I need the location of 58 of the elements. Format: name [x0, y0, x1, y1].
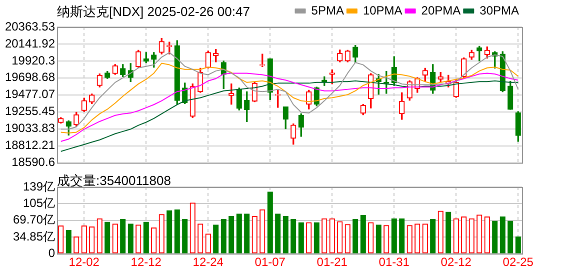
bar [220, 218, 226, 254]
y-tick-label: 19698.68 [4, 70, 56, 84]
bar [500, 216, 506, 254]
x-tick-label: 12-24 [192, 255, 224, 270]
x-tick-label: 01-07 [254, 255, 286, 270]
chart-title: 成交量:3540011808 [57, 172, 171, 190]
bar [143, 222, 149, 254]
y-tick-label: 20363.53 [4, 19, 56, 34]
legend-label: 5PMA [311, 3, 344, 18]
x-tick-label: 12-02 [68, 255, 100, 270]
x-tick-label: 01-31 [378, 255, 410, 270]
bar [267, 192, 273, 254]
x-tick-label: 12-12 [130, 255, 162, 270]
bar [128, 224, 134, 254]
bar [508, 220, 514, 254]
bar [360, 215, 366, 254]
y-tick-label: 18812.21 [4, 138, 56, 152]
bar [275, 214, 281, 254]
bar [182, 218, 188, 254]
bar [446, 212, 452, 254]
y-tick-label: 19033.83 [4, 121, 56, 136]
bar [66, 230, 72, 254]
bar [399, 218, 405, 254]
chart-title: 纳斯达克[NDX] 2025-02-26 00:47 [57, 3, 250, 21]
y-tick-label: 19255.45 [4, 104, 56, 118]
bar [174, 209, 180, 254]
y-tick-label: 20141.92 [4, 36, 56, 50]
bar [236, 214, 242, 254]
bar [228, 216, 234, 254]
bar [352, 218, 358, 254]
y-tick-label: 19477.07 [4, 87, 56, 102]
bar [376, 224, 382, 254]
y-tick-label: 34.85亿 [12, 229, 55, 244]
bar [166, 210, 172, 254]
legend-label: 20PMA [421, 3, 461, 18]
y-tick-label: 139亿 [22, 179, 55, 194]
y-tick-label: 18590.6 [12, 155, 56, 170]
bar [391, 218, 397, 254]
x-tick-label: 01-21 [316, 255, 348, 270]
bar [298, 222, 304, 254]
bar [314, 222, 320, 254]
legend-label: 30PMA [480, 3, 520, 18]
x-tick-label: 02-25 [502, 255, 534, 270]
x-tick-label: 02-12 [440, 255, 472, 270]
bar [282, 216, 288, 254]
y-tick-label: 19920.3 [12, 53, 56, 68]
bar [515, 236, 521, 254]
y-tick-label: 69.70亿 [12, 212, 55, 227]
y-tick-label: 0 [48, 246, 56, 260]
legend-label: 10PMA [362, 3, 402, 18]
bar [290, 218, 296, 254]
bar [120, 218, 126, 254]
bar [104, 222, 110, 254]
y-tick-label: 105亿 [22, 196, 55, 210]
bar [244, 214, 250, 254]
bar [430, 218, 436, 254]
bar [492, 220, 498, 254]
bar [213, 224, 219, 254]
